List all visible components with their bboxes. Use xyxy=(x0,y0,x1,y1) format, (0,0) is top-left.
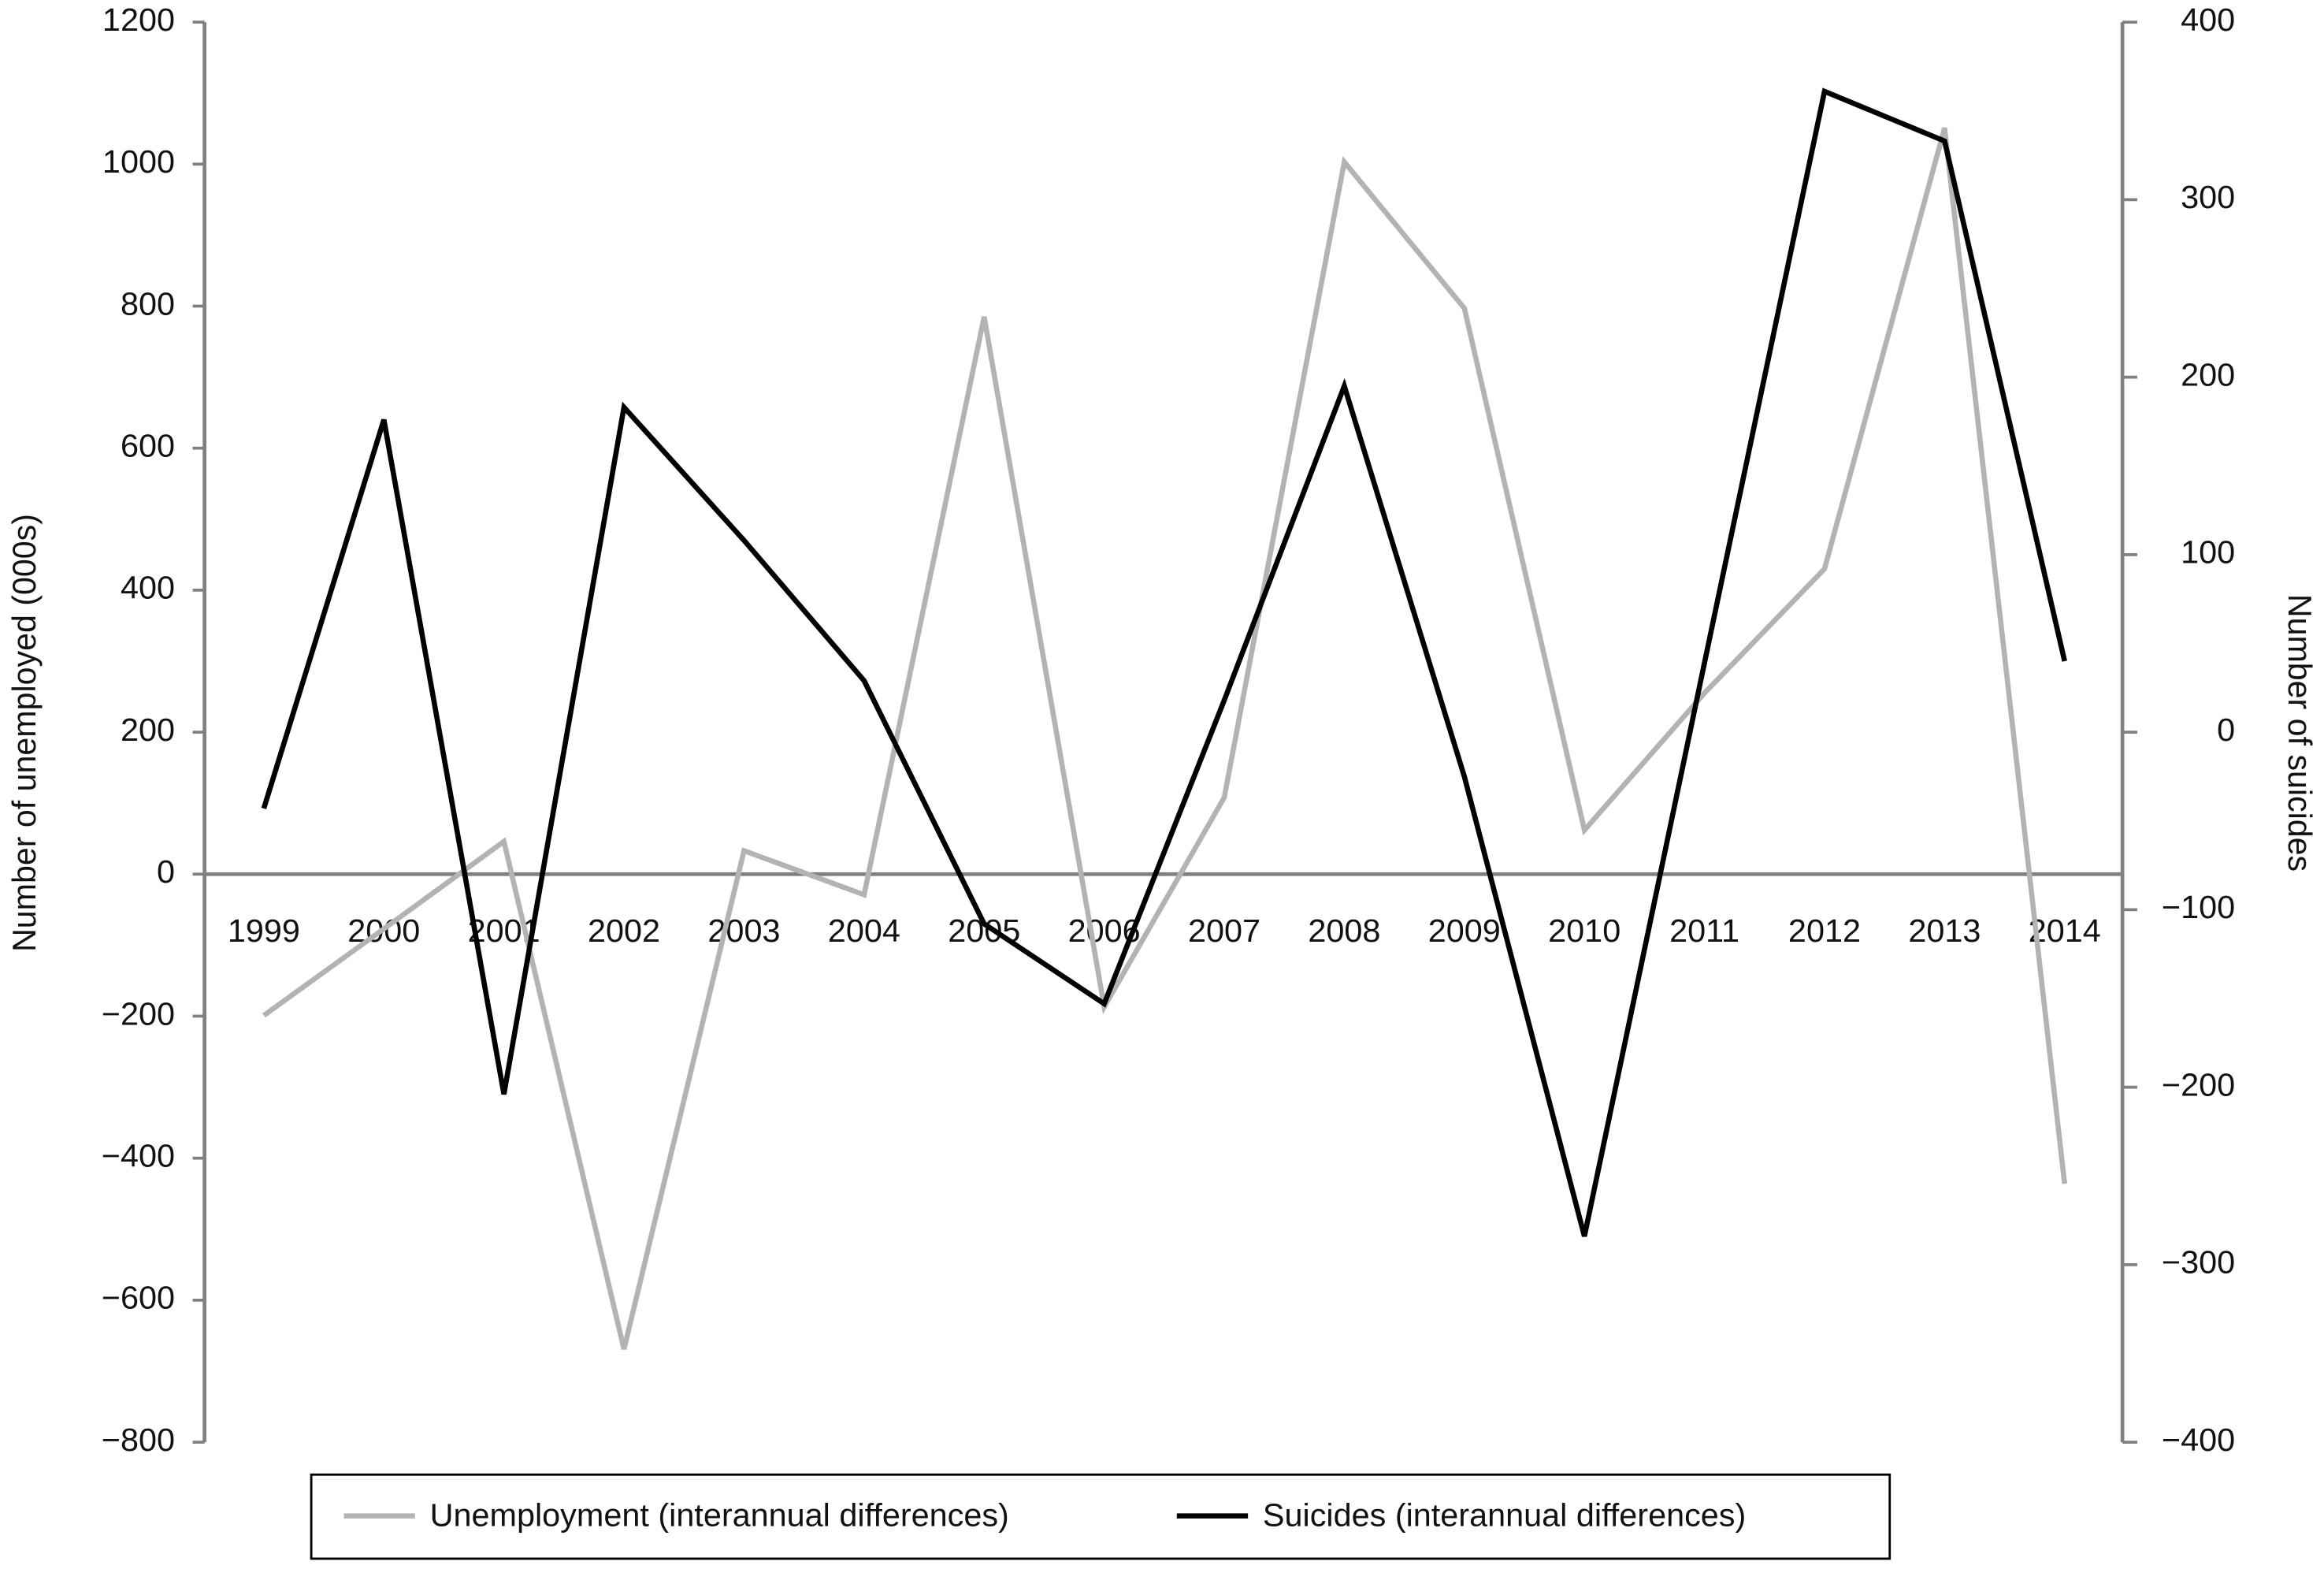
x-tick-label: 2002 xyxy=(588,913,660,949)
y-tick-label: 1200 xyxy=(102,2,175,38)
y-tick-label: 400 xyxy=(121,570,175,606)
legend-label: Suicides (interannual differences) xyxy=(1263,1496,1746,1533)
x-tick-label: 2007 xyxy=(1188,913,1260,949)
x-tick-label: 2010 xyxy=(1548,913,1620,949)
x-tick-label: 2012 xyxy=(1788,913,1861,949)
y-axis-label: Number of unemployed (000s) xyxy=(6,514,43,952)
y-tick-label: −200 xyxy=(102,995,175,1032)
y-tick-label: −400 xyxy=(102,1138,175,1174)
y-tick-label: 600 xyxy=(121,428,175,464)
y-tick-label: 1000 xyxy=(102,143,175,180)
series-line xyxy=(261,87,2067,1237)
legend-box xyxy=(310,1473,1891,1560)
x-tick-label: 2004 xyxy=(828,913,900,949)
y2-tick-label: −200 xyxy=(2162,1067,2235,1103)
x-tick-label: 2014 xyxy=(2029,913,2101,949)
y2-axis-label: Number of suicides xyxy=(2281,594,2318,872)
x-tick-label: 2003 xyxy=(707,913,780,949)
y-tick-label: 200 xyxy=(121,712,175,748)
y2-tick-label: 0 xyxy=(2217,712,2235,748)
x-tick-label: 2009 xyxy=(1428,913,1501,949)
y-tick-label: 800 xyxy=(121,285,175,322)
x-tick-label: 2013 xyxy=(1908,913,1981,949)
y2-tick-label: 200 xyxy=(2181,357,2235,393)
legend-label: Unemployment (interannual differences) xyxy=(430,1496,1009,1533)
y2-tick-label: −300 xyxy=(2162,1244,2235,1281)
y-tick-label: −600 xyxy=(102,1280,175,1316)
x-tick-label: 1999 xyxy=(228,913,300,949)
y-tick-label: −800 xyxy=(102,1422,175,1458)
y2-tick-label: −400 xyxy=(2162,1422,2235,1458)
y2-tick-label: 100 xyxy=(2181,534,2235,571)
y-tick-label: 0 xyxy=(157,853,175,890)
y2-tick-label: 300 xyxy=(2181,179,2235,215)
y2-tick-label: 400 xyxy=(2181,2,2235,38)
series-line xyxy=(262,127,2068,1350)
y2-tick-label: −100 xyxy=(2162,889,2235,925)
x-tick-label: 2008 xyxy=(1308,913,1380,949)
x-tick-label: 2011 xyxy=(1669,913,1739,949)
